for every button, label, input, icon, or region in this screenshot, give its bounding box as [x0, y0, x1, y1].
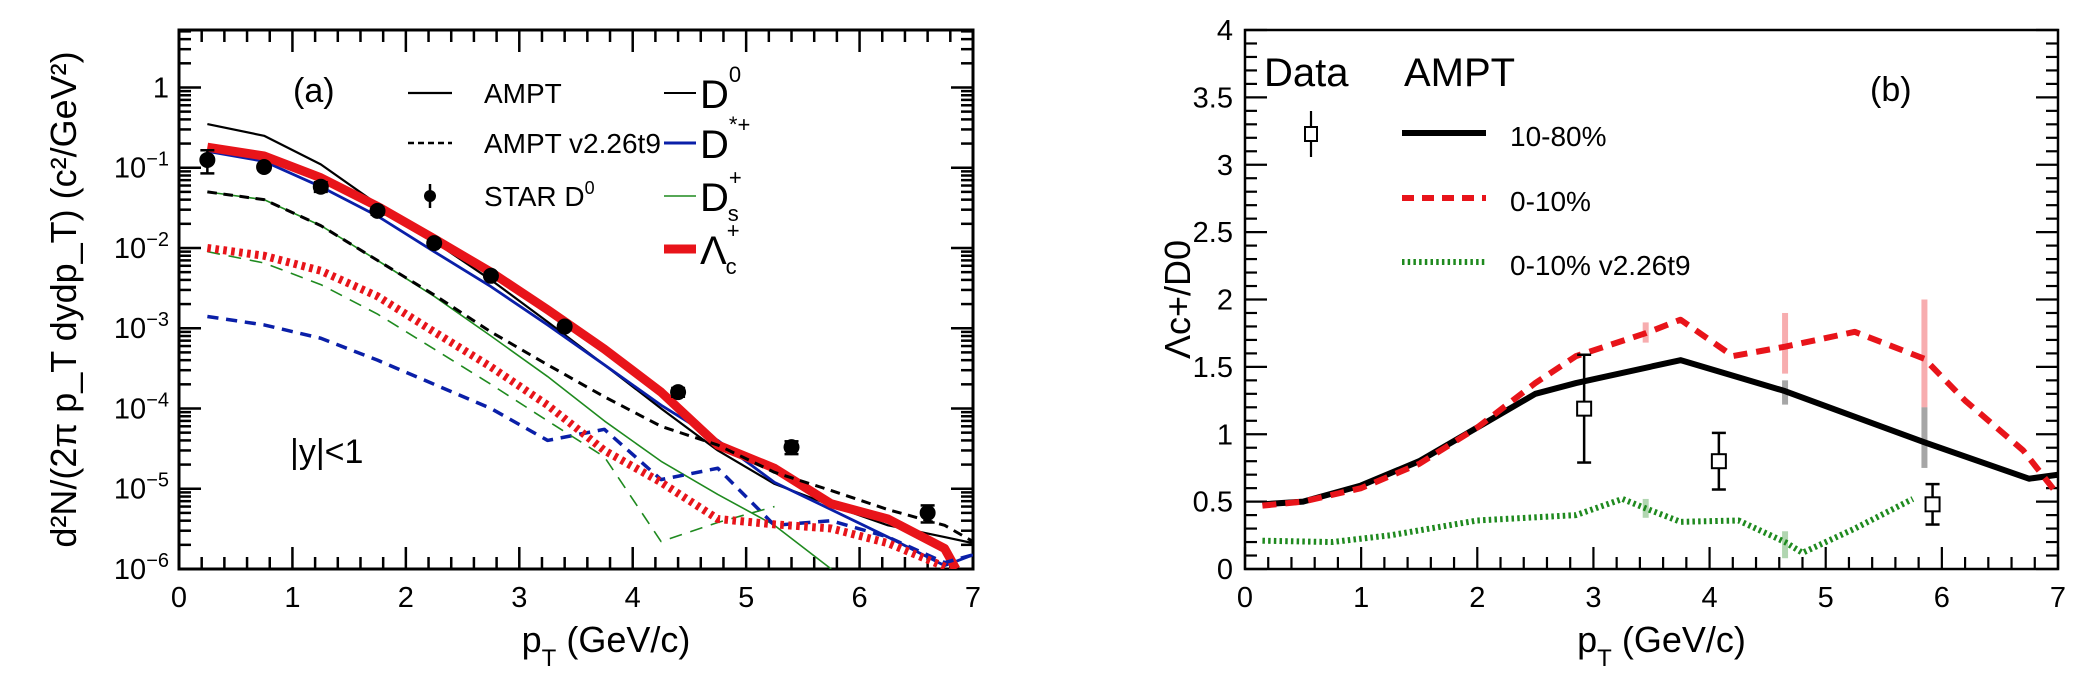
legend-label-2: 0-10% v2.26t9 — [1510, 250, 1691, 281]
uncertainty-band — [1782, 312, 1789, 374]
y-tick-label: 10−3 — [114, 309, 169, 345]
data-point — [919, 504, 936, 521]
legend-marker-star — [424, 190, 436, 202]
data-point — [670, 384, 687, 401]
x-tick-label: 7 — [2050, 582, 2066, 614]
x-axis-title: pT (GeV/c) — [1577, 619, 1746, 672]
data-point — [369, 202, 386, 219]
rapidity-annotation: |y|<1 — [290, 433, 363, 471]
data-point — [1576, 400, 1593, 417]
series-line-ampt-d- — [207, 149, 973, 568]
x-axis-title: pT (GeV/c) — [522, 619, 691, 672]
panel-a: 0 1 2 3 4 5 6 7 1 10−1 10−2 10−3 10−4 10−5 10−6 pT (GeV… — [43, 28, 981, 672]
y-tick-label: 10−6 — [114, 550, 169, 586]
x-tick-label: 1 — [1353, 582, 1369, 614]
legend-data-header: Data — [1264, 51, 1349, 95]
y-tick-label: 0 — [1217, 554, 1233, 586]
series-line-ampt-ds- — [207, 191, 832, 569]
series-line-ampt-v2-26t9-lambda-c- — [206, 244, 952, 569]
data-point — [783, 439, 800, 456]
legend-label-particle: D*+ — [700, 112, 750, 167]
data-point — [312, 178, 329, 195]
data-point — [199, 151, 216, 168]
legend-label-particle: D0 — [700, 62, 741, 117]
y-tick-label: 2 — [1217, 285, 1233, 317]
x-tick-label: 2 — [1469, 582, 1485, 614]
x-tick-label: 4 — [625, 582, 641, 614]
data-point — [1710, 453, 1727, 470]
series-line-ampt-v2-26t9-ds- — [207, 250, 775, 543]
y-tick-label: 10−2 — [114, 229, 169, 265]
x-tick-label: 6 — [1934, 582, 1950, 614]
x-tick-label: 3 — [1585, 582, 1601, 614]
panel-label: (a) — [293, 72, 335, 110]
x-tick-label: 0 — [171, 582, 187, 614]
uncertainty-band — [1921, 299, 1928, 408]
data-point — [482, 267, 499, 284]
y-tick-label: 4 — [1217, 15, 1233, 47]
legend-model-header: AMPT — [1404, 51, 1515, 95]
data-point — [556, 318, 573, 335]
y-axis-title: Λc+/D0 — [1157, 240, 1198, 359]
panel-label: (b) — [1870, 71, 1912, 109]
y-tick-label: 10−5 — [114, 470, 169, 506]
data-point — [426, 235, 443, 252]
x-tick-label: 4 — [1702, 582, 1718, 614]
legend-label-ampt: AMPT — [484, 78, 562, 109]
y-tick-label: 10−4 — [114, 389, 169, 425]
data-point — [256, 159, 273, 176]
legend-data-marker — [1304, 126, 1318, 142]
series-line-ampt-v2-26t9-d- — [207, 314, 973, 565]
series-group — [206, 122, 973, 569]
legend-label-star-d0: STAR D0 — [484, 178, 595, 212]
data-point — [1924, 496, 1941, 513]
y-tick-label: 0.5 — [1193, 487, 1233, 519]
y-tick-label: 3.5 — [1193, 82, 1233, 114]
legend-label-particle: Λ+ c — [700, 218, 740, 279]
y-tick-label: 3 — [1217, 150, 1233, 182]
legend-label-ampt-v226t9: AMPT v2.26t9 — [484, 128, 661, 159]
series-line-0-10- — [1262, 316, 2058, 509]
y-tick-label: 1 — [1217, 419, 1233, 451]
x-tick-label: 2 — [398, 582, 414, 614]
series-group — [1262, 299, 2058, 559]
x-tick-label: 1 — [284, 582, 300, 614]
uncertainty-band — [1921, 407, 1928, 468]
series-line-ampt-lambda-c- — [206, 142, 960, 569]
y-tick-label: 10−1 — [114, 149, 169, 185]
x-tick-label: 0 — [1237, 582, 1253, 614]
panel-b: 0 1 2 3 4 5 6 7 0 0.5 1 1.5 2 2.5 3 3.5 4 pT (GeV/c) Λc+/D… — [1157, 15, 2066, 672]
x-tick-label: 5 — [738, 582, 754, 614]
y-tick-label: 1.5 — [1193, 352, 1233, 384]
legend-label-particle: D+ s — [700, 165, 742, 226]
x-tick-label: 6 — [852, 582, 868, 614]
legend-label-0: 10-80% — [1510, 121, 1607, 152]
x-tick-label: 3 — [511, 582, 527, 614]
y-tick-label: 2.5 — [1193, 217, 1233, 249]
plot-frame — [177, 28, 975, 571]
series-line-ampt-v2-26t9-d0 — [207, 190, 973, 543]
x-tick-label: 7 — [965, 582, 981, 614]
series-line-0-10-v2-26t9 — [1262, 495, 1915, 556]
legend-label-1: 0-10% — [1510, 186, 1591, 217]
y-axis-title: d²N/(2π p_T dydp_T) (c²/GeV²) — [43, 51, 84, 547]
series-line-10-80- — [1262, 357, 2058, 508]
y-tick-label: 1 — [153, 72, 169, 104]
x-tick-label: 5 — [1818, 582, 1834, 614]
